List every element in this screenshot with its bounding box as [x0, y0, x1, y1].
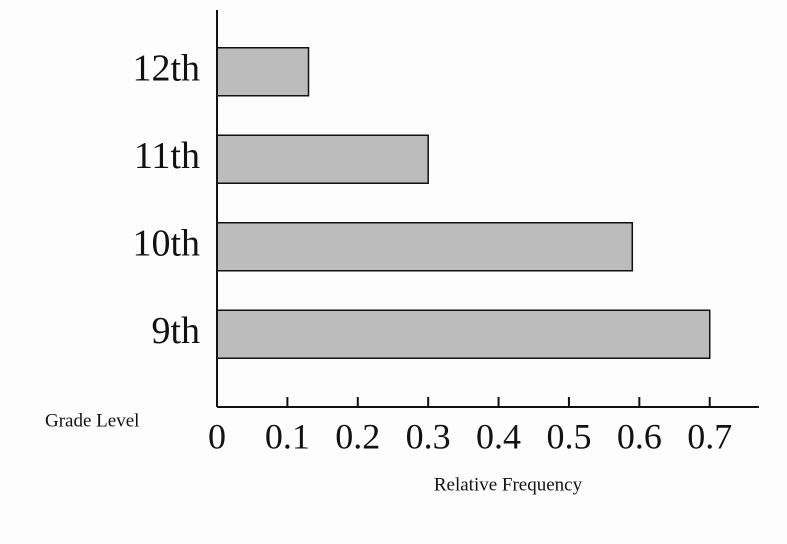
y-tick-label: 11th — [134, 135, 200, 177]
bar — [216, 134, 429, 184]
x-tick-label: 0.1 — [265, 416, 310, 456]
y-tick-label: 12th — [132, 47, 200, 89]
bar — [216, 47, 310, 97]
y-axis-label: Grade Level — [45, 410, 139, 431]
y-tick-label: 9th — [151, 310, 200, 352]
x-tick-label: 0.4 — [476, 416, 521, 456]
x-tick-label: 0.3 — [406, 416, 451, 456]
bar — [216, 309, 711, 359]
bar — [216, 222, 634, 272]
x-tick-label: 0.5 — [546, 416, 591, 456]
x-tick-label: 0 — [208, 416, 226, 456]
x-axis-label: Relative Frequency — [434, 474, 583, 495]
x-tick-label: 0.7 — [687, 416, 732, 456]
x-tick-label: 0.2 — [335, 416, 380, 456]
y-tick-label: 10th — [132, 222, 200, 264]
x-tick-label: 0.6 — [617, 416, 662, 456]
